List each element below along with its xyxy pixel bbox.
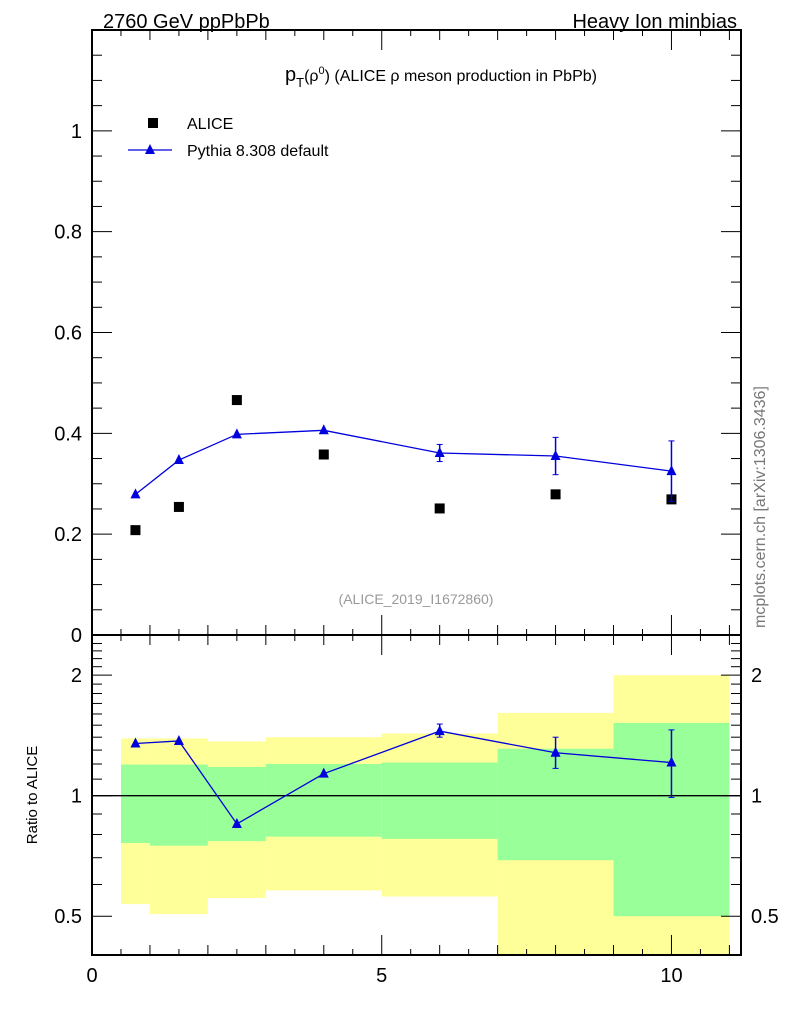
ratio-y-tick-label: 2	[71, 665, 82, 687]
pythia-point	[231, 428, 242, 439]
x-tick-label: 5	[376, 965, 387, 987]
band-inner	[120, 764, 150, 843]
ratio-point	[434, 725, 445, 736]
ratio-y-tick-label-right: 2	[751, 665, 762, 687]
pythia-point	[318, 424, 329, 435]
side-label: mcplots.cern.ch [arXiv:1306.3436]	[752, 386, 769, 628]
pythia-point	[130, 488, 141, 499]
y-tick-label: 0.2	[54, 524, 82, 546]
header-right: Heavy Ion minbias	[572, 11, 737, 33]
header-left: 2760 GeV ppPbPb	[103, 11, 270, 33]
ratio-point	[173, 734, 184, 745]
y-tick-label: 0.4	[54, 423, 82, 445]
x-tick-label: 0	[86, 965, 97, 987]
alice-data-point	[550, 489, 561, 500]
y-tick-label: 0.6	[54, 323, 82, 345]
ratio-frame	[91, 634, 742, 956]
pythia-point	[434, 446, 445, 457]
legend: ALICE Pythia 8.308 default	[128, 116, 329, 160]
legend-square-marker	[148, 118, 158, 128]
chart-title: pT(ρ0) (ALICE ρ meson production in PbPb…	[285, 64, 597, 90]
alice-data-point	[231, 395, 242, 406]
ratio-ylabel: Ratio to ALICE	[24, 746, 41, 844]
ratio-y-tick-label-right: 1	[751, 786, 762, 808]
band-inner	[207, 766, 266, 842]
ratio-y-tick-label-right: 0.5	[751, 906, 779, 928]
ratio-point	[318, 767, 329, 778]
analysis-annotation: (ALICE_2019_I1672860)	[339, 591, 494, 607]
alice-data-point	[130, 525, 141, 536]
legend-label-pythia: Pythia 8.308 default	[187, 143, 329, 160]
alice-data-point	[173, 501, 184, 512]
pythia-line	[135, 429, 672, 495]
ratio-point	[130, 737, 141, 748]
band-inner	[149, 764, 208, 846]
legend-label-alice: ALICE	[187, 116, 233, 133]
legend-triangle-marker	[145, 144, 155, 154]
alice-data-point	[434, 503, 445, 514]
ratio-y-tick-label: 0.5	[54, 906, 82, 928]
ratio-y-tick-label: 1	[71, 786, 82, 808]
band-inner	[381, 762, 498, 839]
pythia-point	[173, 454, 184, 465]
pythia-point	[666, 465, 677, 476]
ratio-point	[231, 817, 242, 828]
ratio-point	[666, 756, 677, 767]
y-tick-label: 1	[71, 121, 82, 143]
y-tick-label: 0	[71, 625, 82, 647]
x-tick-label: 10	[660, 965, 682, 987]
pythia-point	[550, 450, 561, 461]
ratio-point	[550, 746, 561, 757]
y-tick-label: 0.8	[54, 222, 82, 244]
alice-data-point	[318, 449, 329, 460]
